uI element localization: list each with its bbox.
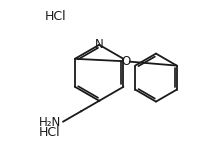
Text: H₂N: H₂N [39,116,62,129]
Text: O: O [121,55,131,68]
Text: N: N [95,38,103,51]
Text: HCl: HCl [38,125,60,139]
Text: HCl: HCl [45,9,67,23]
